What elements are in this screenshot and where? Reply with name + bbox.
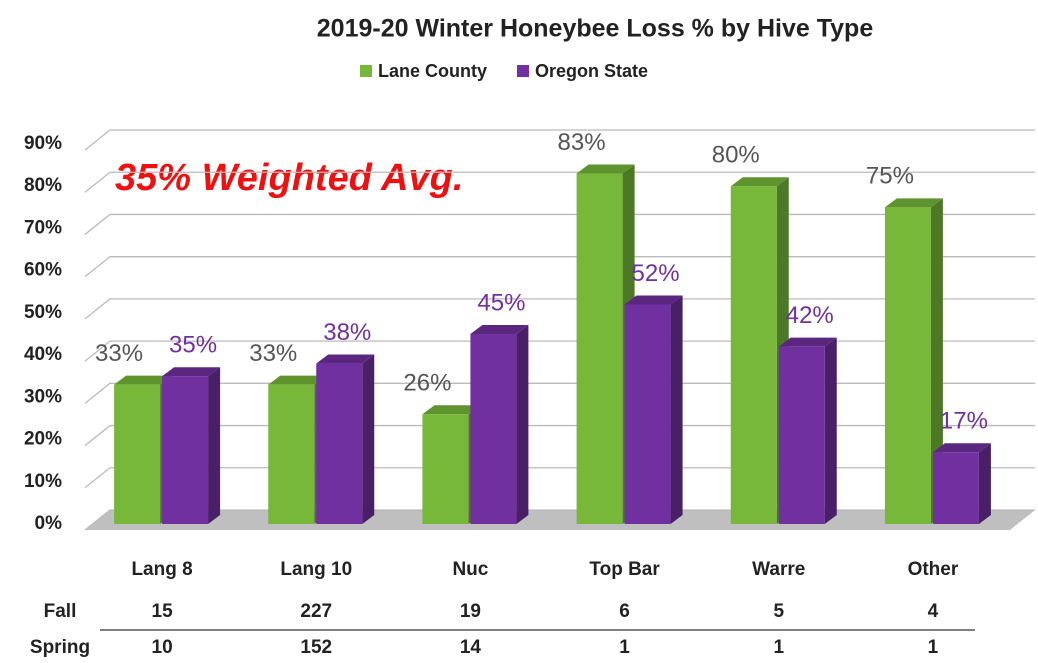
legend-swatch <box>517 65 530 77</box>
bar-front <box>470 334 517 524</box>
data-label: 17% <box>940 408 988 435</box>
grid-line <box>84 298 1035 320</box>
y-tick-label: 40% <box>24 344 62 365</box>
bar-top <box>316 354 375 364</box>
chart-title: 2019-20 Winter Honeybee Loss % by Hive T… <box>317 15 874 43</box>
data-label: 42% <box>786 302 834 329</box>
table-cell: 15 <box>152 601 174 622</box>
table-cell: 152 <box>300 637 332 658</box>
data-label: 26% <box>403 370 451 397</box>
table-cell: 6 <box>619 601 630 622</box>
grid-line <box>84 213 1035 235</box>
y-tick-label: 70% <box>24 217 62 238</box>
grid-line <box>84 256 1035 278</box>
legend-label: Oregon State <box>535 61 648 81</box>
bar-top <box>268 375 327 385</box>
data-label: 52% <box>632 260 680 287</box>
grid-line <box>84 467 1035 489</box>
table-cell: 4 <box>928 601 939 622</box>
table-cell: 1 <box>619 637 630 658</box>
table-cell: 19 <box>460 601 481 622</box>
data-label: 75% <box>866 163 914 190</box>
y-tick-label: 90% <box>24 133 62 154</box>
bar-front <box>624 304 671 524</box>
bar-side <box>930 198 943 525</box>
data-label: 38% <box>323 319 371 346</box>
table-cell: 10 <box>152 637 173 658</box>
bar <box>778 337 837 524</box>
x-tick-label: Lang 10 <box>280 559 352 580</box>
grid-line <box>84 340 1035 362</box>
table-cell: 227 <box>300 601 332 622</box>
x-tick-label: Lang 8 <box>131 559 192 580</box>
bar-side <box>362 354 375 524</box>
legend-swatch <box>360 65 372 77</box>
grid-line <box>84 424 1035 447</box>
data-label: 33% <box>249 340 297 367</box>
y-tick-label: 50% <box>24 302 62 323</box>
bar-top <box>470 325 529 334</box>
table-cell: 1 <box>773 637 784 658</box>
table-row-label: Fall <box>44 601 77 622</box>
table-cell: 5 <box>773 601 784 622</box>
y-tick-label: 10% <box>24 471 62 492</box>
bar-front <box>730 186 777 524</box>
bar <box>932 443 991 524</box>
bar-top <box>114 375 173 385</box>
x-tick-label: Top Bar <box>589 559 660 580</box>
bar-front <box>268 384 315 524</box>
bar-top <box>422 405 481 415</box>
x-tick-label: Other <box>908 559 959 580</box>
bar-front <box>422 414 469 524</box>
table-cell: 1 <box>928 637 939 658</box>
grid-line <box>84 509 1035 531</box>
data-label: 33% <box>95 340 143 367</box>
bar-front <box>884 207 931 525</box>
bar-top <box>884 198 943 208</box>
x-tick-label: Nuc <box>452 559 488 580</box>
bar-top <box>932 443 991 453</box>
bar-side <box>978 443 991 524</box>
bar-side <box>824 337 837 524</box>
data-label: 80% <box>712 142 760 169</box>
y-tick-label: 60% <box>24 260 62 281</box>
y-tick-label: 80% <box>24 175 62 196</box>
bar <box>162 367 221 524</box>
legend-label: Lane County <box>378 61 487 81</box>
bar <box>624 295 683 524</box>
table-row-label: Spring <box>30 637 90 658</box>
bar-front <box>114 384 161 524</box>
grid-line <box>84 129 1035 151</box>
bar-side <box>670 295 683 524</box>
bar-side <box>516 325 529 524</box>
grid-line <box>84 382 1035 404</box>
bar-front <box>576 173 623 525</box>
x-tick-label: Warre <box>752 559 805 580</box>
bar-top <box>576 164 635 174</box>
bar-top <box>730 177 789 187</box>
bar-side <box>208 367 221 524</box>
data-label: 35% <box>169 332 217 359</box>
bar-front <box>316 363 363 524</box>
bar <box>884 198 943 525</box>
bar <box>316 354 375 524</box>
bar-front <box>932 452 979 524</box>
table-cell: 14 <box>460 637 482 658</box>
bar-front <box>778 346 825 524</box>
y-tick-label: 30% <box>24 386 62 407</box>
data-label: 83% <box>558 129 606 156</box>
bar-top <box>624 295 683 305</box>
data-label: 45% <box>477 289 525 316</box>
y-tick-label: 20% <box>24 429 62 450</box>
annotation: 35% Weighted Avg. <box>115 157 463 199</box>
bar-front <box>162 376 209 524</box>
bar <box>470 325 529 524</box>
bar <box>576 164 635 525</box>
bar-top <box>778 337 837 347</box>
grid-line <box>84 171 1035 193</box>
bar-top <box>162 367 221 377</box>
y-tick-label: 0% <box>35 513 63 534</box>
